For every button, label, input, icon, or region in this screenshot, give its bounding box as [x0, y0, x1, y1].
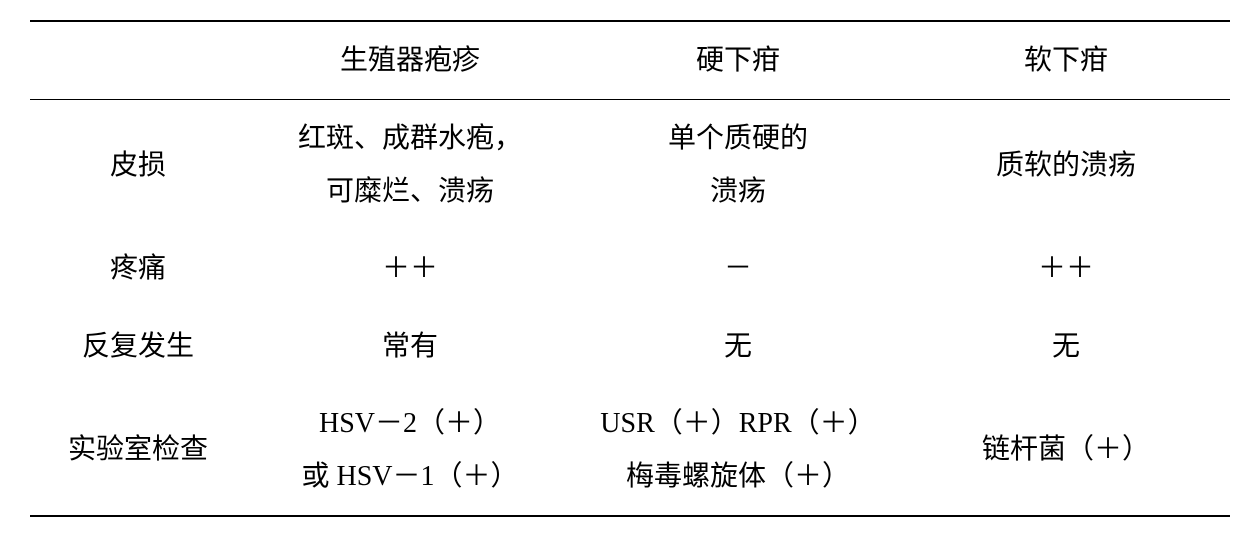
- table-cell: 链杆菌（＋）: [902, 385, 1230, 516]
- cell-line: 质软的溃疡: [910, 139, 1222, 192]
- table-cell: 红斑、成群水疱， 可糜烂、溃疡: [246, 100, 574, 231]
- cell-line: 可糜烂、溃疡: [254, 165, 566, 218]
- table-row: 皮损 红斑、成群水疱， 可糜烂、溃疡 单个质硬的 溃疡 质软的溃疡: [30, 100, 1230, 231]
- header-col-2: 硬下疳: [574, 21, 902, 100]
- table-cell: －: [574, 230, 902, 307]
- header-col-3: 软下疳: [902, 21, 1230, 100]
- table-cell: USR（＋）RPR（＋） 梅毒螺旋体（＋）: [574, 385, 902, 516]
- table-cell: 单个质硬的 溃疡: [574, 100, 902, 231]
- table-cell: HSV－2（＋） 或 HSV－1（＋）: [246, 385, 574, 516]
- cell-line: 溃疡: [582, 165, 894, 218]
- table-row: 实验室检查 HSV－2（＋） 或 HSV－1（＋） USR（＋）RPR（＋） 梅…: [30, 385, 1230, 516]
- table-cell: 常有: [246, 308, 574, 385]
- cell-line: 红斑、成群水疱，: [254, 112, 566, 165]
- cell-line: USR（＋）RPR（＋）: [582, 397, 894, 450]
- cell-line: HSV－2（＋）: [254, 397, 566, 450]
- cell-line: 或 HSV－1（＋）: [254, 450, 566, 503]
- row-label: 皮损: [30, 100, 246, 231]
- table-cell: ＋＋: [902, 230, 1230, 307]
- comparison-table-container: 生殖器疱疹 硬下疳 软下疳 皮损 红斑、成群水疱， 可糜烂、溃疡 单个质硬的 溃…: [30, 20, 1230, 517]
- header-empty: [30, 21, 246, 100]
- row-label: 实验室检查: [30, 385, 246, 516]
- cell-line: 单个质硬的: [582, 112, 894, 165]
- table-cell: 无: [574, 308, 902, 385]
- table-header-row: 生殖器疱疹 硬下疳 软下疳: [30, 21, 1230, 100]
- row-label: 疼痛: [30, 230, 246, 307]
- table-cell: 质软的溃疡: [902, 100, 1230, 231]
- header-col-1: 生殖器疱疹: [246, 21, 574, 100]
- cell-line: 梅毒螺旋体（＋）: [582, 450, 894, 503]
- row-label: 反复发生: [30, 308, 246, 385]
- cell-line: 链杆菌（＋）: [910, 423, 1222, 476]
- table-row: 疼痛 ＋＋ － ＋＋: [30, 230, 1230, 307]
- comparison-table: 生殖器疱疹 硬下疳 软下疳 皮损 红斑、成群水疱， 可糜烂、溃疡 单个质硬的 溃…: [30, 20, 1230, 517]
- table-cell: ＋＋: [246, 230, 574, 307]
- table-row: 反复发生 常有 无 无: [30, 308, 1230, 385]
- table-cell: 无: [902, 308, 1230, 385]
